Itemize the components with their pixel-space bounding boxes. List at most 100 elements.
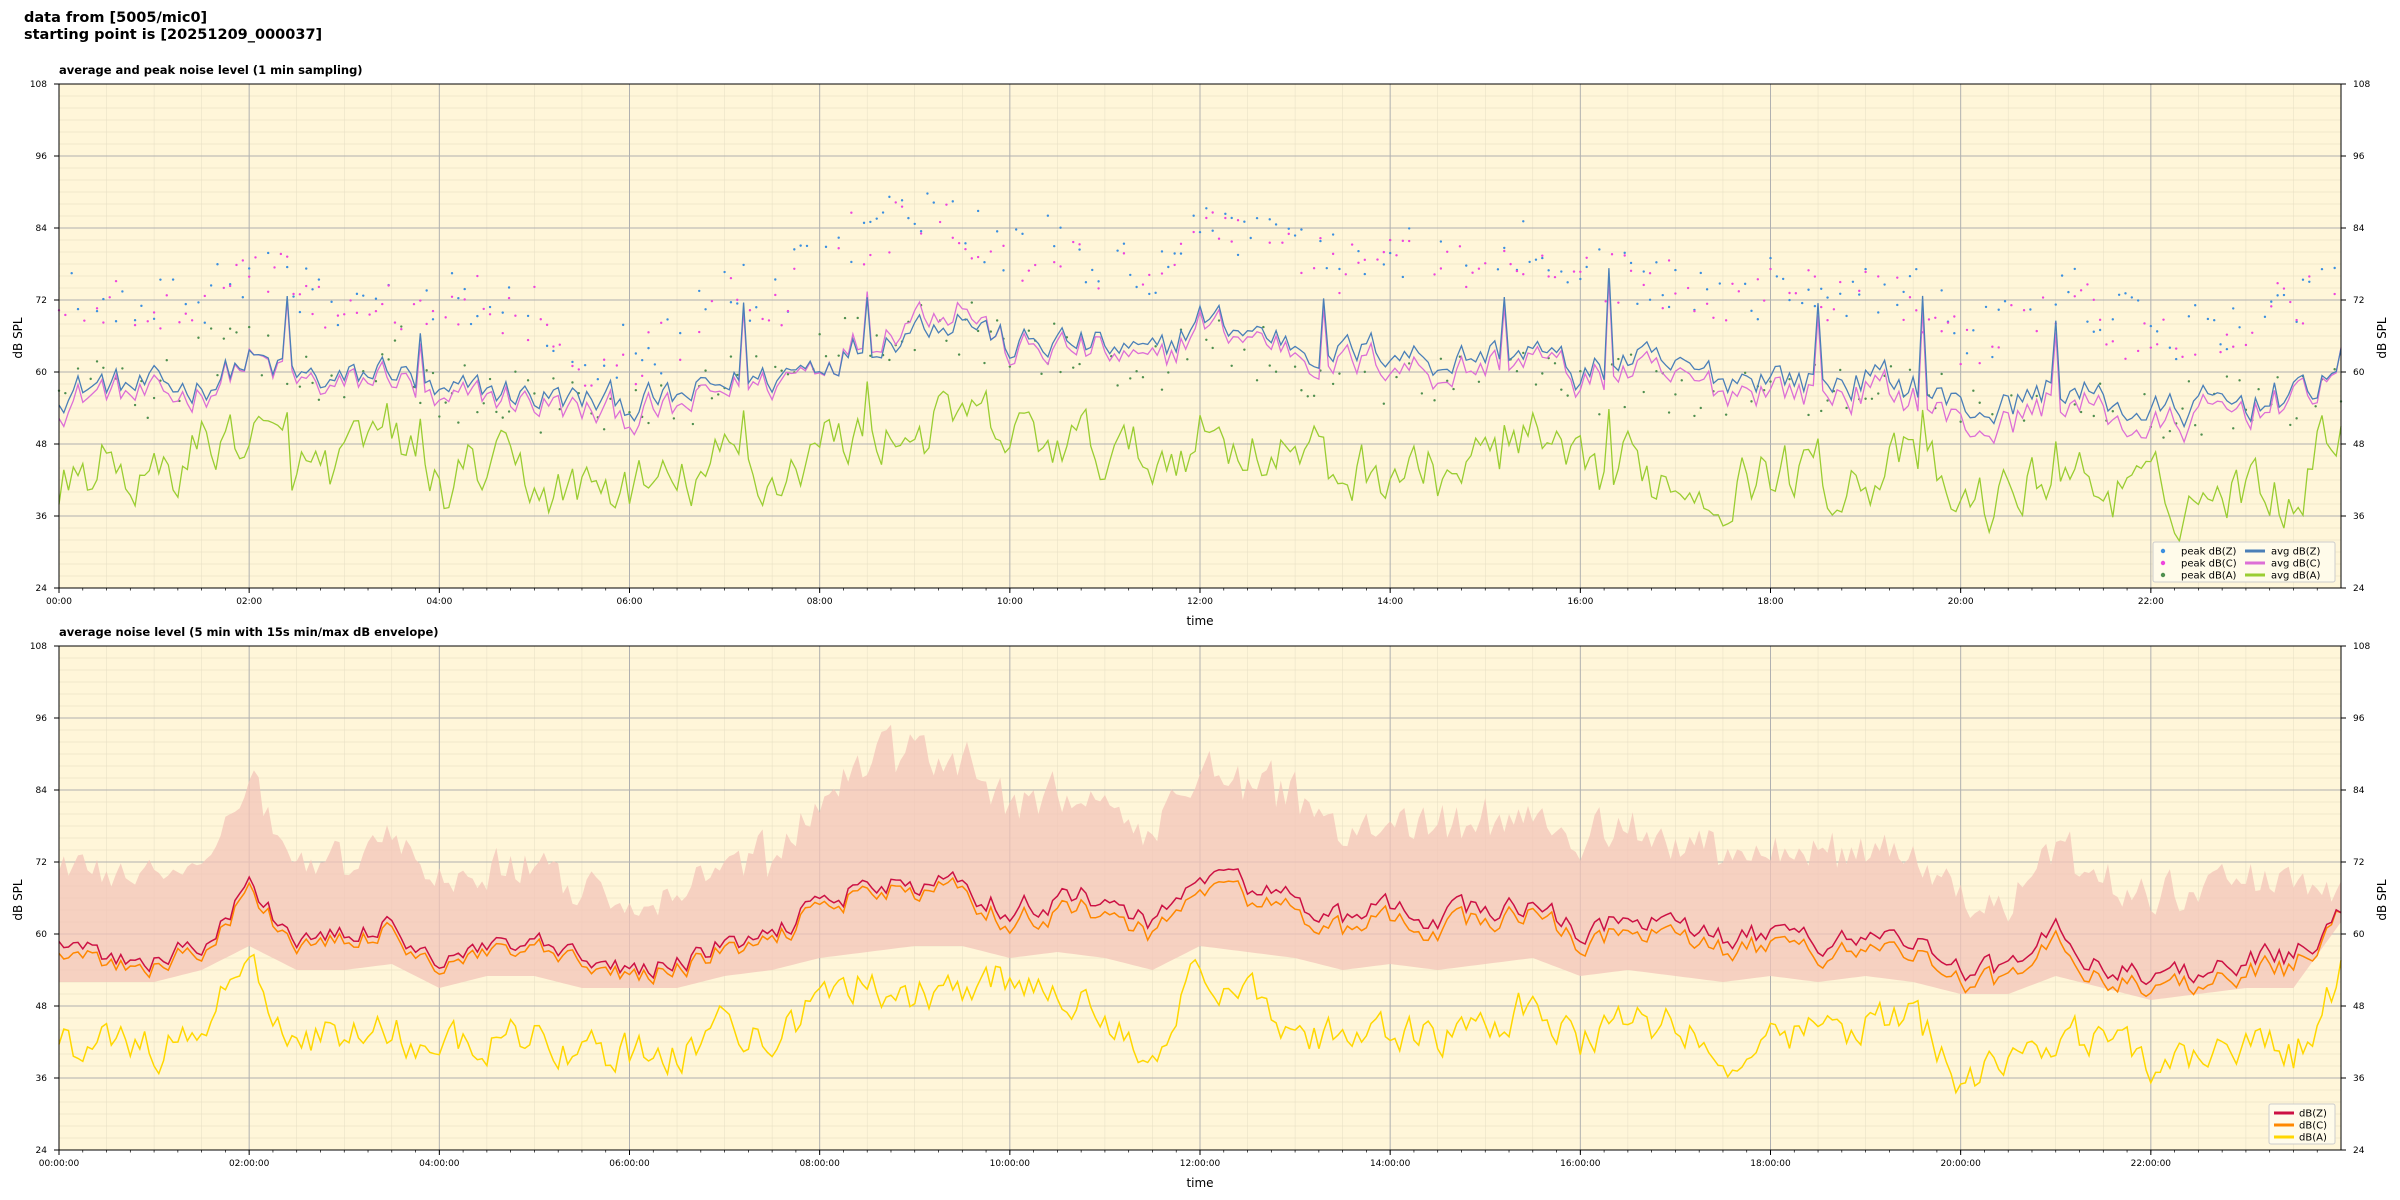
peak-dot — [1255, 379, 1259, 382]
peak-dot — [1965, 352, 1969, 355]
peak-dot — [805, 244, 809, 248]
peak-dot — [368, 313, 371, 316]
peak-dot — [1300, 389, 1303, 392]
peak-dot — [2079, 410, 2083, 414]
peak-dot — [1097, 287, 1100, 290]
peak-dot — [1059, 226, 1062, 229]
peak-dot — [552, 349, 555, 353]
peak-dot — [2067, 290, 2070, 294]
peak-dot — [64, 391, 67, 395]
peak-dot — [793, 248, 796, 251]
peak-dot — [165, 359, 168, 362]
peak-dot — [621, 353, 625, 356]
peak-dot — [539, 318, 542, 321]
peak-dot — [1877, 311, 1880, 314]
peak-dot — [926, 192, 929, 195]
peak-dot — [717, 393, 720, 396]
peak-dot — [1724, 319, 1728, 322]
peak-dot — [609, 397, 612, 400]
peak-dot — [286, 265, 289, 269]
peak-dot — [1186, 358, 1189, 361]
peak-dot — [2073, 403, 2076, 406]
peak-dot — [336, 314, 340, 317]
peak-dot — [324, 326, 327, 329]
peak-dot — [1560, 388, 1563, 391]
peak-dot — [729, 355, 733, 358]
peak-dot — [1750, 309, 1753, 313]
peak-dot — [1566, 281, 1569, 284]
peak-dot — [704, 369, 707, 372]
peak-dot — [1883, 283, 1886, 286]
axes-frame — [58, 83, 2342, 589]
y-tick-label-right: 96 — [2353, 714, 2365, 724]
peak-dot — [1515, 370, 1519, 373]
peak-dot — [1331, 382, 1335, 386]
peak-dot — [793, 267, 796, 270]
peak-dot — [729, 276, 733, 280]
peak-dot — [659, 321, 663, 325]
peak-dot — [583, 363, 587, 367]
peak-dot — [723, 270, 726, 274]
legend-label: peak dB(Z) — [2181, 547, 2237, 558]
peak-dot — [1407, 239, 1411, 243]
series-dBA — [58, 953, 2342, 1095]
peak-dot — [1541, 254, 1544, 257]
peak-dot — [2251, 331, 2254, 334]
peak-dot — [374, 380, 378, 383]
peak-dot — [1236, 219, 1240, 222]
x-tick-label: 18:00 — [1758, 597, 1784, 607]
peak-dot — [1839, 368, 1842, 372]
peak-dot — [102, 366, 105, 369]
peak-dot — [1674, 393, 1677, 396]
peak-dot — [425, 289, 428, 292]
peak-dot — [1401, 275, 1405, 279]
peak-dot — [1293, 365, 1297, 368]
peak-dot — [1446, 250, 1449, 253]
peak-dot — [1908, 368, 1912, 371]
peak-dot — [1781, 277, 1785, 281]
peak-dot — [1927, 318, 1931, 321]
peak-dot — [945, 203, 948, 206]
peak-dot — [286, 255, 289, 258]
peak-dot — [672, 417, 676, 420]
y-tick-label-right: 60 — [2353, 930, 2365, 940]
peak-dot — [1712, 316, 1715, 320]
peak-dot — [1262, 325, 1265, 329]
peak-dot — [1845, 406, 1848, 410]
peak-dot — [1579, 270, 1582, 273]
peak-dot — [1750, 400, 1753, 403]
peak-dot — [1959, 362, 1962, 366]
peak-dot — [837, 247, 840, 250]
peak-dot — [590, 384, 593, 387]
peak-dot — [1756, 278, 1760, 281]
x-tick-label: 00:00:00 — [39, 1159, 80, 1169]
peak-dot — [298, 310, 302, 314]
peak-dot — [1249, 236, 1252, 240]
peak-dot — [393, 321, 397, 324]
peak-dot — [634, 388, 638, 392]
chart-1-xlabel: time — [1186, 614, 1213, 628]
peak-dot — [653, 363, 657, 366]
peak-dot — [311, 312, 314, 316]
peak-dot — [1978, 361, 1981, 365]
peak-dot — [1642, 283, 1645, 287]
peak-dot — [1154, 345, 1157, 348]
peak-dot — [1528, 260, 1531, 264]
peak-dot — [634, 382, 638, 386]
peak-dot — [824, 245, 828, 249]
peak-dot — [1864, 397, 1867, 400]
peak-dot — [679, 331, 682, 335]
peak-dot — [1033, 263, 1037, 267]
peak-dot — [780, 369, 783, 372]
peak-dot — [438, 415, 441, 418]
peak-dot — [488, 305, 492, 309]
legend-box — [2152, 541, 2336, 583]
peak-dot — [2257, 388, 2260, 391]
peak-dot — [374, 297, 378, 300]
peak-dot — [501, 311, 504, 314]
peak-dot — [197, 301, 200, 304]
chart-1-ylabel-left: dB SPL — [11, 317, 25, 359]
peak-dot — [1116, 249, 1119, 252]
peak-dot — [228, 284, 232, 288]
peak-dot — [1534, 383, 1538, 386]
